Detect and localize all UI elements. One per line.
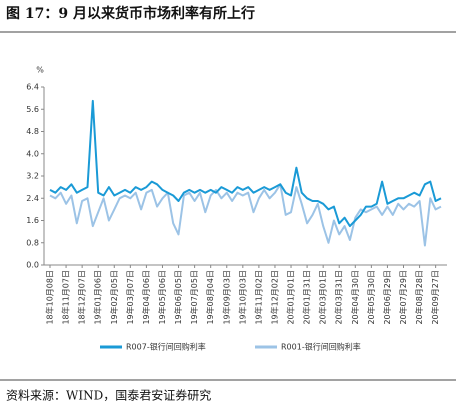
x-tick-label: 20年09月27日: [430, 270, 440, 325]
x-tick-label: 18年12月07日: [77, 270, 87, 325]
chart-title: 图 17：9 月以来货币市场利率有所上行: [6, 5, 255, 22]
y-tick-label: 6.4: [26, 83, 39, 92]
x-tick-label: 19年02月05日: [109, 270, 119, 325]
x-tick-label: 19年01月06日: [93, 270, 103, 325]
y-tick-label: 2.4: [26, 194, 39, 203]
x-tick-label: 20年01月31日: [302, 270, 312, 325]
x-tick-label: 20年08月28日: [414, 270, 424, 325]
x-tick-label: 18年11月07日: [61, 270, 71, 325]
x-tick-label: 19年04月06日: [141, 270, 151, 325]
x-tick-label: 20年03月01日: [318, 270, 328, 325]
y-tick-label: 4.0: [26, 149, 39, 158]
x-tick-label: 20年07月29日: [398, 270, 408, 325]
y-tick-label: 0.8: [26, 238, 39, 247]
y-tick-label: 5.6: [26, 105, 39, 114]
x-tick-label: 19年05月06日: [157, 270, 167, 325]
x-tick-label: 20年05月30日: [366, 270, 376, 325]
y-tick-label: 4.8: [26, 127, 39, 136]
legend-label: R007-银行间回购利率: [126, 342, 206, 352]
x-tick-label: 18年10月08日: [45, 270, 55, 325]
y-tick-label: 1.6: [26, 216, 39, 225]
x-tick-label: 20年01月01日: [286, 270, 296, 325]
legend-label: R001-银行间回购利率: [281, 342, 361, 352]
x-tick-label: 19年12月02日: [269, 270, 279, 325]
x-tick-label: 19年06月05日: [173, 270, 183, 325]
x-tick-label: 20年06月29日: [382, 270, 392, 325]
x-tick-label: 19年03月07日: [125, 270, 135, 325]
x-tick-label: 20年03月31日: [334, 270, 344, 325]
series-line: [49, 99, 442, 228]
source: 资料来源：WIND，国泰君安证券研究: [6, 388, 211, 403]
series-line: [49, 183, 442, 247]
x-tick-label: 20年04月30日: [350, 270, 360, 325]
x-tick-label: 19年11月02日: [253, 270, 263, 325]
y-tick-label: 3.2: [26, 172, 39, 181]
x-tick-label: 19年07月05日: [189, 270, 199, 325]
x-tick-label: 19年09月03日: [221, 270, 231, 325]
x-tick-label: 19年10月03日: [237, 270, 247, 325]
x-tick-label: 19年08月04日: [205, 270, 215, 325]
y-unit: %: [36, 66, 44, 75]
y-tick-label: 0.0: [26, 261, 39, 270]
